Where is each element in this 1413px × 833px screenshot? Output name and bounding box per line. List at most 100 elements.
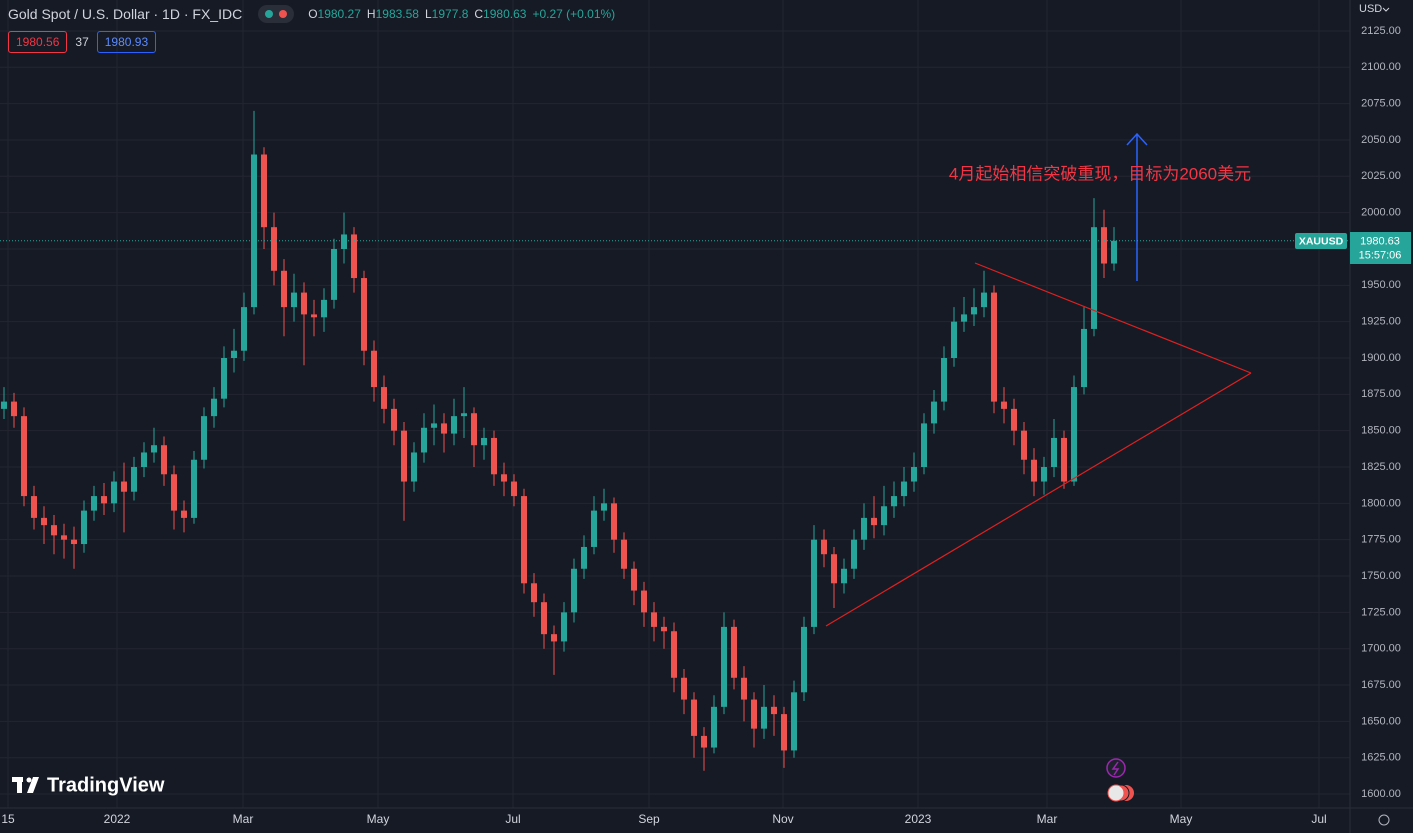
- candle-body: [581, 546, 587, 569]
- candle-body: [811, 539, 817, 627]
- candle-body: [1041, 467, 1047, 482]
- candle-body: [1, 401, 7, 409]
- candle-body: [741, 677, 747, 700]
- candle-body: [681, 677, 687, 700]
- ohlc-key: C: [474, 7, 484, 21]
- y-tick-label: 1600.00: [1361, 788, 1401, 800]
- currency[interactable]: USD: [1359, 3, 1382, 15]
- ohlc-value: 1983.58: [375, 7, 419, 21]
- x-tick-label: May: [1170, 812, 1193, 826]
- candle-body: [881, 506, 887, 526]
- candle-body: [321, 299, 327, 318]
- x-tick-label: Mar: [233, 812, 254, 826]
- candles: [1, 110, 1117, 771]
- candle-body: [851, 539, 857, 569]
- candle-body: [511, 481, 517, 497]
- y-tick-label: 1800.00: [1361, 497, 1401, 509]
- candle-body: [521, 496, 527, 584]
- candle-body: [531, 583, 537, 603]
- candle-body: [281, 270, 287, 308]
- ohlc-item: O1980.27: [308, 7, 361, 21]
- y-tick-label: 1700.00: [1361, 643, 1401, 655]
- candle-body: [21, 416, 27, 497]
- bid-ask: 1980.56 37 1980.93: [8, 31, 157, 53]
- candle-body: [161, 445, 167, 475]
- candle-body: [401, 430, 407, 482]
- candle-body: [771, 706, 777, 715]
- candle-body: [951, 321, 957, 358]
- ohlc-key: H: [366, 7, 376, 21]
- candle-body: [411, 452, 417, 482]
- y-tick-label: 2100.00: [1361, 61, 1401, 73]
- header: Gold Spot / U.S. Dollar · 1D · FX_IDC O1…: [8, 5, 615, 23]
- candle-body: [641, 590, 647, 613]
- candle-body: [81, 510, 87, 545]
- ohlc-values: O1980.27 H1983.58 L1977.8 C1980.63: [308, 7, 526, 21]
- candle-body: [311, 314, 317, 318]
- candle-body: [1051, 437, 1057, 468]
- flag-icon[interactable]: [1107, 784, 1125, 802]
- candle-body: [961, 314, 967, 322]
- candle-body: [331, 248, 337, 300]
- candle-body: [71, 539, 77, 545]
- status-pill[interactable]: [258, 5, 295, 23]
- candle-body: [501, 474, 507, 482]
- y-tick-label: 1725.00: [1361, 606, 1401, 618]
- candle-body: [451, 416, 457, 434]
- candle-body: [11, 401, 17, 417]
- candle-body: [1101, 227, 1107, 264]
- x-tick-label: Jul: [505, 812, 520, 826]
- candle-body: [41, 517, 47, 526]
- candle-body: [941, 357, 947, 402]
- symbol-title[interactable]: Gold Spot / U.S. Dollar · 1D · FX_IDC: [8, 6, 243, 22]
- y-tick-label: 1900.00: [1361, 352, 1401, 364]
- y-tick-label: 1850.00: [1361, 425, 1401, 437]
- candle-body: [791, 692, 797, 751]
- candle-body: [421, 427, 427, 453]
- ohlc-item: C1980.63: [474, 7, 526, 21]
- y-tick-label: 2025.00: [1361, 170, 1401, 182]
- candle-body: [91, 496, 97, 511]
- x-tick-label: Mar: [1037, 812, 1058, 826]
- ohlc-key: O: [308, 7, 318, 21]
- annotation: 4月起始相信突破重现，目标为2060美元: [949, 164, 1251, 183]
- y-tick-label: 1675.00: [1361, 679, 1401, 691]
- candle-body: [971, 307, 977, 315]
- symbol-label-box: [1295, 233, 1347, 249]
- x-tick-label: May: [367, 812, 390, 826]
- settings-icon[interactable]: [1378, 814, 1390, 826]
- candle-body: [691, 699, 697, 736]
- candle-body: [591, 510, 597, 547]
- countdown: 15:57:06: [1359, 249, 1402, 261]
- candle-body: [1061, 437, 1067, 482]
- candle-body: [391, 408, 397, 431]
- target-arrow-head: [1126, 132, 1148, 146]
- ohlc-value: 1980.27: [317, 7, 361, 21]
- ohlc-value: 1977.8: [431, 7, 469, 21]
- bid[interactable]: 1980.56: [8, 31, 68, 53]
- candle-body: [731, 626, 737, 678]
- y-tick-label: 1775.00: [1361, 534, 1401, 546]
- candle-body: [601, 503, 607, 511]
- candle-body: [241, 307, 247, 351]
- candle-body: [1091, 227, 1097, 329]
- candle-body: [781, 714, 787, 751]
- x-tick-label: 2022: [104, 812, 131, 826]
- candle-body: [141, 452, 147, 468]
- currency-caret[interactable]: [1382, 7, 1390, 12]
- candle-body: [51, 525, 57, 536]
- x-tick-label: 2023: [905, 812, 932, 826]
- candle-body: [171, 474, 177, 511]
- candle-body: [711, 706, 717, 748]
- candle-body: [761, 706, 767, 729]
- candle-body: [461, 413, 467, 417]
- ask[interactable]: 1980.93: [96, 31, 157, 53]
- ohlc-item: H1983.58: [367, 7, 419, 21]
- candle-body: [121, 481, 127, 492]
- candle-body: [821, 539, 827, 555]
- x-tick-label: 15: [1, 812, 15, 826]
- candle-body: [251, 154, 257, 308]
- event-icon[interactable]: [1106, 758, 1126, 778]
- y-tick-label: 1825.00: [1361, 461, 1401, 473]
